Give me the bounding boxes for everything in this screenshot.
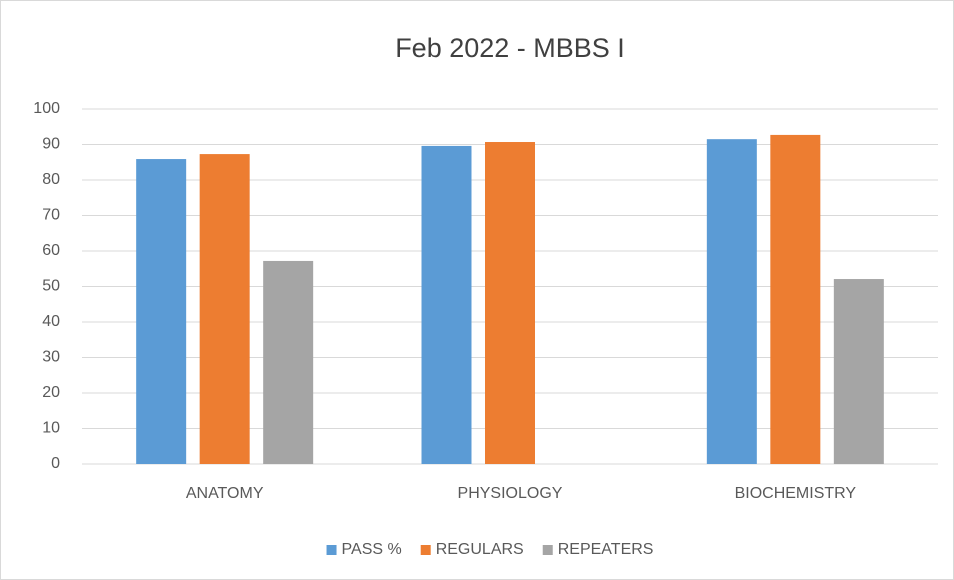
bar <box>263 260 314 464</box>
x-tick-label: BIOCHEMISTRY <box>735 485 857 502</box>
bar <box>199 154 250 464</box>
x-tick-label: PHYSIOLOGY <box>458 485 563 502</box>
y-tick-label: 0 <box>51 455 60 472</box>
y-tick-label: 80 <box>42 171 60 188</box>
y-tick-label: 30 <box>42 349 60 366</box>
legend-swatch <box>326 545 337 555</box>
legend-swatch <box>420 545 431 555</box>
y-tick-label: 100 <box>33 100 60 117</box>
bar <box>485 142 535 464</box>
bar <box>833 279 884 464</box>
legend-label: REGULARS <box>436 541 524 558</box>
bar <box>421 145 472 465</box>
bar <box>706 139 757 465</box>
y-tick-label: 50 <box>42 278 60 295</box>
chart-title: Feb 2022 - MBBS I <box>395 33 625 63</box>
x-tick-label: ANATOMY <box>186 485 264 502</box>
y-tick-label: 40 <box>42 313 60 330</box>
legend-label: PASS % <box>342 541 402 558</box>
bar <box>770 134 821 465</box>
y-tick-label: 60 <box>42 242 60 259</box>
legend-swatch <box>542 545 553 555</box>
y-tick-label: 10 <box>42 420 60 437</box>
y-tick-label: 20 <box>42 384 60 401</box>
y-tick-label: 70 <box>42 207 60 224</box>
y-tick-label: 90 <box>42 136 60 153</box>
bar <box>136 159 187 464</box>
legend-label: REPEATERS <box>558 541 654 558</box>
